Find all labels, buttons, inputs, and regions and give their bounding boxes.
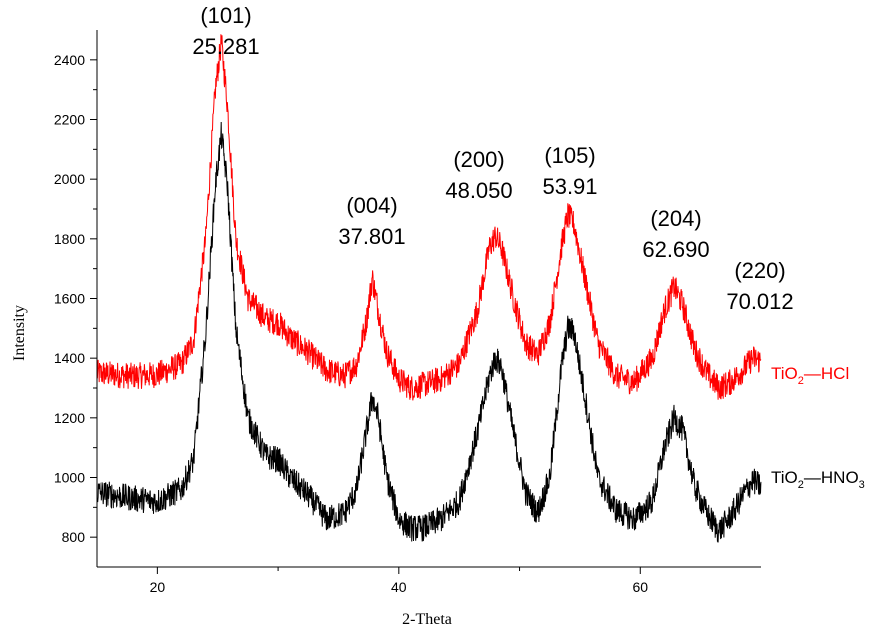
x-tick-label: 40: [391, 579, 407, 595]
peak-hkl-label: (220): [734, 258, 785, 283]
series-line-2: [96, 121, 762, 543]
y-tick-label: 2200: [54, 112, 85, 128]
x-tick-label: 20: [150, 579, 166, 595]
y-tick-label: 800: [62, 529, 86, 545]
legend-label-2: TiO2—HNO3: [771, 468, 865, 491]
peak-value-label: 25.281: [192, 34, 259, 59]
series-line-1: [96, 34, 762, 401]
peak-value-label: 70.012: [726, 289, 793, 314]
peak-value-label: 37.801: [338, 224, 405, 249]
peak-value-label: 53.91: [542, 174, 597, 199]
peak-value-label: 48.050: [445, 178, 512, 203]
peak-hkl-label: (105): [544, 143, 595, 168]
y-tick-label: 2400: [54, 52, 85, 68]
legend-label-1: TiO2—HCl: [771, 364, 849, 387]
y-tick-label: 1000: [54, 470, 85, 486]
axes: [96, 30, 761, 568]
peak-hkl-label: (004): [346, 193, 397, 218]
y-tick-label: 2000: [54, 171, 85, 187]
x-tick-label: 60: [632, 579, 648, 595]
peak-hkl-label: (101): [200, 3, 251, 28]
y-tick-label: 1400: [54, 350, 85, 366]
y-axis-label: Intensity: [11, 305, 28, 361]
peak-hkl-label: (204): [650, 206, 701, 231]
x-axis-label: 2-Theta: [402, 611, 452, 628]
y-tick-label: 1200: [54, 410, 85, 426]
y-tick-label: 1800: [54, 231, 85, 247]
peak-hkl-label: (200): [453, 147, 504, 172]
y-tick-label: 1600: [54, 291, 85, 307]
peak-value-label: 62.690: [642, 237, 709, 262]
